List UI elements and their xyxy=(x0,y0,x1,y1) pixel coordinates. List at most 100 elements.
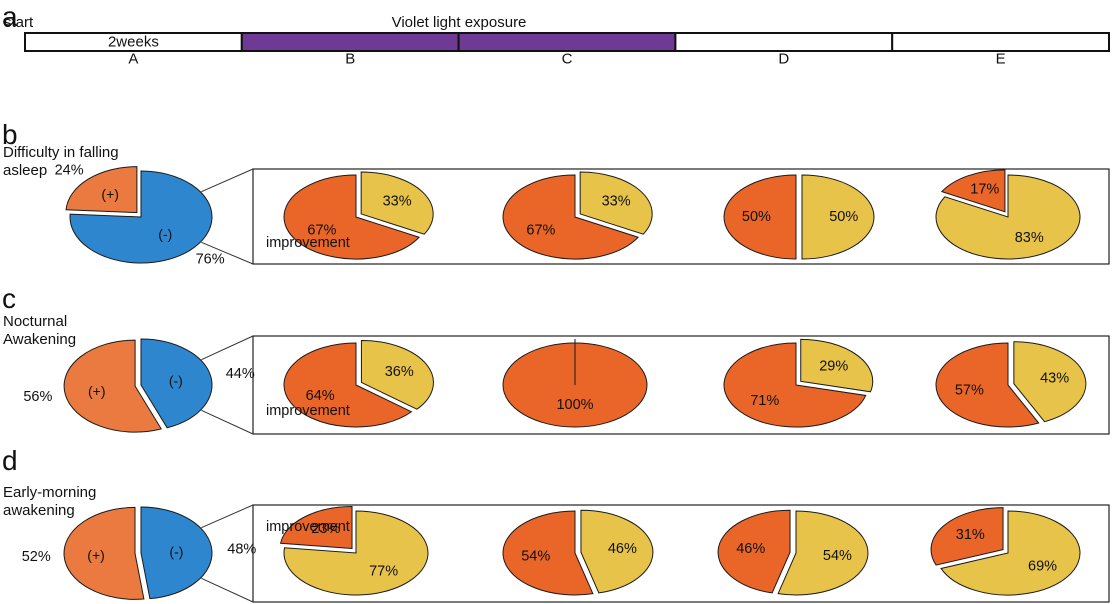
pct-improved-c-c: 100% xyxy=(556,397,593,413)
row-title-c-line-1: Nocturnal xyxy=(3,313,67,330)
row-title-d: Early-morning awakening xyxy=(3,484,101,519)
timeline: a start Violet light exposure A B C D E 2week… xyxy=(2,1,1111,68)
zoom-line-bottom-b xyxy=(201,241,254,265)
overall-label-negative-b: (-) xyxy=(158,226,172,242)
improvement-label-d: improvement xyxy=(266,519,350,535)
slice-improved-d-e xyxy=(930,507,1004,566)
pct-improved-d-b: 23% xyxy=(311,521,340,537)
overall-pct-positive-b: 24% xyxy=(55,162,84,178)
segment-pie-c-c: 100% xyxy=(502,339,648,428)
pct-improved-b-e: 17% xyxy=(970,181,999,197)
overall-pct-positive-c: 56% xyxy=(23,389,52,405)
overall-slice-positive-d xyxy=(63,506,145,600)
slice-improved-d-b xyxy=(279,505,353,550)
overall-slice-positive-c xyxy=(63,339,163,433)
overall-label-positive-d: (+) xyxy=(87,547,105,563)
slice-not-improved-b-b xyxy=(360,171,434,235)
slice-not-improved-d-b xyxy=(283,510,429,596)
timeline-segment-label-a: A xyxy=(128,51,138,68)
slice-not-improved-d-c xyxy=(580,509,654,594)
slice-not-improved-c-e xyxy=(1013,341,1087,423)
timeline-duration-label: 2weeks xyxy=(108,34,159,51)
row-title-b-line-1: Difficulty in falling xyxy=(3,144,119,161)
panel-letter-b: b xyxy=(2,119,18,150)
slice-not-improved-b-c xyxy=(579,171,653,235)
improvement-label-b: improvement xyxy=(266,235,350,251)
pct-not-improved-d-b: 77% xyxy=(369,563,398,579)
overall-label-positive-c: (+) xyxy=(88,383,106,399)
pct-not-improved-b-e: 83% xyxy=(1015,230,1044,246)
row-title-b-line-2: asleep xyxy=(3,162,47,179)
overall-pct-negative-c: 44% xyxy=(226,366,255,382)
timeline-segments: A B C D E 2weeks xyxy=(24,32,1111,68)
slice-improved-d-c xyxy=(502,510,594,596)
timeline-start-label: start xyxy=(4,14,34,31)
pies-c: (+) (-) 56% 44% 36% 64%improvement 100% 29% 71% 4… xyxy=(23,335,1087,435)
segment-pie-d-c: 46% 54% xyxy=(502,509,654,596)
zoom-box-b xyxy=(252,168,1110,265)
slice-not-improved-d-e xyxy=(940,510,1081,596)
slice-improved-b-c xyxy=(502,174,640,260)
segment-pie-b-e: 83% 17% xyxy=(935,169,1081,260)
panel-letter-a: a xyxy=(2,1,18,32)
timeline-segment-label-e: E xyxy=(996,51,1006,68)
segment-pie-c-e: 43% 57% xyxy=(935,341,1087,428)
slice-not-improved-c-d xyxy=(800,338,874,393)
row-title-c-line-2: Awakening xyxy=(3,331,76,348)
slice-improved-c-b xyxy=(283,342,413,428)
panel-letter-c: c xyxy=(2,283,16,314)
pct-improved-c-e: 57% xyxy=(955,383,984,399)
zoom-line-bottom-d xyxy=(201,577,254,603)
row-title-c: Nocturnal Awakening xyxy=(3,313,76,348)
timeline-segment-c xyxy=(457,32,677,52)
pct-improved-b-c: 67% xyxy=(526,222,555,238)
overall-slice-negative-b xyxy=(69,170,213,264)
improvement-label-c: improvement xyxy=(266,403,350,419)
pct-not-improved-b-b: 33% xyxy=(383,194,412,210)
timeline-segment-label-c: C xyxy=(562,51,573,68)
overall-pie-d: (+) (-) 52% 48% xyxy=(22,506,256,600)
overall-pie-b: (+) (-) 24% 76% xyxy=(55,162,225,267)
segment-pie-c-d: 29% 71% xyxy=(723,338,874,428)
zoom-line-bottom-c xyxy=(201,409,254,435)
overall-pct-negative-d: 48% xyxy=(227,541,256,557)
slice-not-improved-b-e xyxy=(935,174,1081,260)
pct-not-improved-b-c: 33% xyxy=(602,194,631,210)
timeline-segment-label-d: D xyxy=(778,51,789,68)
timeline-segment-label-b: B xyxy=(345,51,355,68)
pct-not-improved-b-d: 50% xyxy=(829,209,858,225)
overall-pie-c: (+) (-) 56% 44% xyxy=(23,338,255,433)
segment-pie-b-d: 50% 50% xyxy=(723,174,875,260)
panel-letter-d: d xyxy=(2,445,18,476)
panel-row-b: b Difficulty in falling asleep (+) (-) 24%… xyxy=(2,119,1110,267)
overall-label-negative-d: (-) xyxy=(169,544,183,560)
zoom-line-top-d xyxy=(201,504,254,529)
pct-not-improved-d-d: 54% xyxy=(823,548,852,564)
pct-not-improved-d-e: 69% xyxy=(1028,559,1057,575)
segment-pie-d-e: 69% 31% xyxy=(930,507,1081,596)
zoom-line-top-b xyxy=(201,168,254,193)
pct-improved-c-b: 64% xyxy=(306,388,335,404)
pct-improved-b-b: 67% xyxy=(307,222,336,238)
overall-label-negative-c: (-) xyxy=(169,373,183,389)
slice-not-improved-b-d xyxy=(801,174,875,260)
pct-improved-b-d: 50% xyxy=(742,209,771,225)
zoom-line-top-c xyxy=(201,335,254,361)
pct-improved-c-d: 71% xyxy=(750,393,779,409)
pies-b: (+)(-)24%76%33%67%improvement33%67%50%50… xyxy=(55,162,1081,267)
slice-not-improved-d-d xyxy=(777,510,869,596)
pct-improved-d-d: 46% xyxy=(736,541,765,557)
pct-improved-d-c: 54% xyxy=(521,548,550,564)
row-title-b: Difficulty in falling asleep xyxy=(3,144,123,179)
overall-pct-positive-d: 52% xyxy=(22,549,51,565)
slice-improved-b-e xyxy=(940,169,1006,213)
overall-slice-negative-c xyxy=(140,338,213,429)
timeline-segment-b xyxy=(240,32,460,52)
pct-not-improved-d-c: 46% xyxy=(608,541,637,557)
slice-improved-b-d xyxy=(723,174,797,260)
timeline-segment-d xyxy=(674,32,894,52)
pct-not-improved-c-b: 36% xyxy=(385,364,414,380)
overall-slice-positive-b xyxy=(65,166,138,214)
